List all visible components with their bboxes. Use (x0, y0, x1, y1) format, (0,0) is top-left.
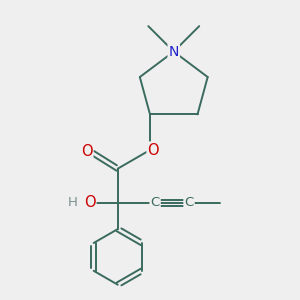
Text: O: O (81, 144, 92, 159)
Text: C: C (151, 196, 160, 209)
Text: N: N (169, 45, 179, 58)
Text: C: C (184, 196, 194, 209)
Text: O: O (84, 195, 95, 210)
Text: O: O (148, 142, 159, 158)
Text: H: H (68, 196, 78, 209)
